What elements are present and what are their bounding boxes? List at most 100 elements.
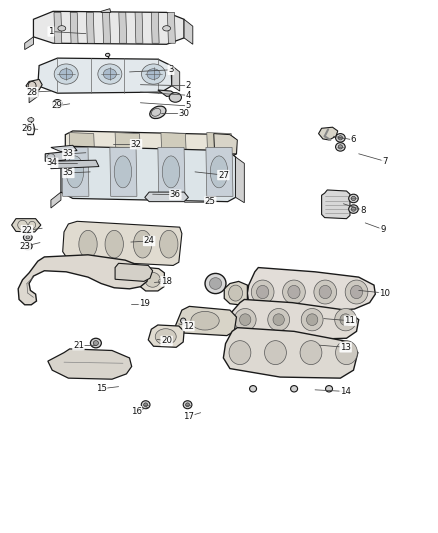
Text: 32: 32 xyxy=(131,140,141,149)
Ellipse shape xyxy=(162,26,170,31)
Polygon shape xyxy=(69,133,95,154)
Ellipse shape xyxy=(229,341,251,365)
Text: 17: 17 xyxy=(183,412,194,421)
Polygon shape xyxy=(135,12,143,43)
Polygon shape xyxy=(119,12,127,43)
Ellipse shape xyxy=(169,93,181,102)
Ellipse shape xyxy=(90,338,101,348)
Ellipse shape xyxy=(338,145,343,149)
Polygon shape xyxy=(62,148,89,196)
Ellipse shape xyxy=(150,106,166,118)
Ellipse shape xyxy=(268,309,290,331)
Polygon shape xyxy=(214,134,237,154)
Polygon shape xyxy=(115,133,141,154)
Ellipse shape xyxy=(273,314,284,326)
Polygon shape xyxy=(51,160,99,168)
Polygon shape xyxy=(48,349,132,379)
Text: 25: 25 xyxy=(205,197,216,206)
Text: 13: 13 xyxy=(340,343,351,352)
Ellipse shape xyxy=(314,280,336,304)
Ellipse shape xyxy=(155,329,176,345)
Ellipse shape xyxy=(336,341,357,365)
Ellipse shape xyxy=(162,156,180,188)
Text: 19: 19 xyxy=(139,299,150,308)
Polygon shape xyxy=(65,131,237,158)
Text: 1: 1 xyxy=(48,27,53,36)
Ellipse shape xyxy=(349,205,358,213)
Ellipse shape xyxy=(28,118,34,122)
Ellipse shape xyxy=(55,102,60,106)
Polygon shape xyxy=(54,12,62,43)
Text: 6: 6 xyxy=(351,135,356,144)
Ellipse shape xyxy=(250,385,257,392)
Ellipse shape xyxy=(307,314,318,326)
Ellipse shape xyxy=(141,64,166,84)
Ellipse shape xyxy=(98,64,122,84)
Polygon shape xyxy=(45,152,65,161)
Ellipse shape xyxy=(351,207,356,211)
Text: 3: 3 xyxy=(168,66,174,74)
Ellipse shape xyxy=(290,385,297,392)
Ellipse shape xyxy=(340,314,351,326)
Polygon shape xyxy=(110,148,137,196)
Ellipse shape xyxy=(234,309,256,331)
Ellipse shape xyxy=(351,196,356,200)
Text: 5: 5 xyxy=(186,101,191,110)
Ellipse shape xyxy=(159,230,178,258)
Text: 4: 4 xyxy=(186,91,191,100)
Polygon shape xyxy=(145,192,188,201)
Polygon shape xyxy=(102,12,110,43)
Polygon shape xyxy=(223,328,358,378)
Polygon shape xyxy=(224,281,247,305)
Polygon shape xyxy=(184,19,193,44)
Ellipse shape xyxy=(183,401,192,409)
Text: 27: 27 xyxy=(218,171,229,180)
Ellipse shape xyxy=(79,230,97,258)
Ellipse shape xyxy=(251,280,274,304)
Ellipse shape xyxy=(345,280,368,304)
Text: 12: 12 xyxy=(183,321,194,330)
Polygon shape xyxy=(33,11,184,44)
Ellipse shape xyxy=(205,273,226,294)
Text: 14: 14 xyxy=(340,387,351,396)
Polygon shape xyxy=(148,325,184,348)
Ellipse shape xyxy=(283,280,305,304)
Polygon shape xyxy=(175,306,237,336)
Ellipse shape xyxy=(105,230,124,258)
Text: 16: 16 xyxy=(131,407,141,416)
Polygon shape xyxy=(318,127,338,140)
Ellipse shape xyxy=(325,385,332,392)
Polygon shape xyxy=(26,79,42,90)
Ellipse shape xyxy=(336,134,345,142)
Polygon shape xyxy=(26,124,35,135)
Text: 8: 8 xyxy=(360,206,366,215)
Text: 20: 20 xyxy=(161,336,172,345)
Ellipse shape xyxy=(147,69,160,79)
Ellipse shape xyxy=(53,100,62,108)
Ellipse shape xyxy=(144,403,148,407)
Ellipse shape xyxy=(257,285,269,298)
Ellipse shape xyxy=(319,285,332,298)
Ellipse shape xyxy=(23,243,32,250)
Ellipse shape xyxy=(134,230,152,258)
Text: 9: 9 xyxy=(380,225,385,234)
Polygon shape xyxy=(206,148,233,196)
Polygon shape xyxy=(158,90,177,96)
Ellipse shape xyxy=(301,309,323,331)
Ellipse shape xyxy=(26,245,29,248)
Ellipse shape xyxy=(350,285,363,298)
Ellipse shape xyxy=(26,236,29,239)
Polygon shape xyxy=(161,133,186,154)
Ellipse shape xyxy=(288,285,300,298)
Ellipse shape xyxy=(106,53,110,56)
Polygon shape xyxy=(51,192,61,208)
Polygon shape xyxy=(57,150,65,161)
Polygon shape xyxy=(115,263,152,281)
Ellipse shape xyxy=(66,156,84,188)
Polygon shape xyxy=(141,268,164,291)
Polygon shape xyxy=(61,147,236,201)
Ellipse shape xyxy=(336,143,345,151)
Ellipse shape xyxy=(152,108,161,116)
Polygon shape xyxy=(12,219,41,232)
Ellipse shape xyxy=(141,401,150,409)
